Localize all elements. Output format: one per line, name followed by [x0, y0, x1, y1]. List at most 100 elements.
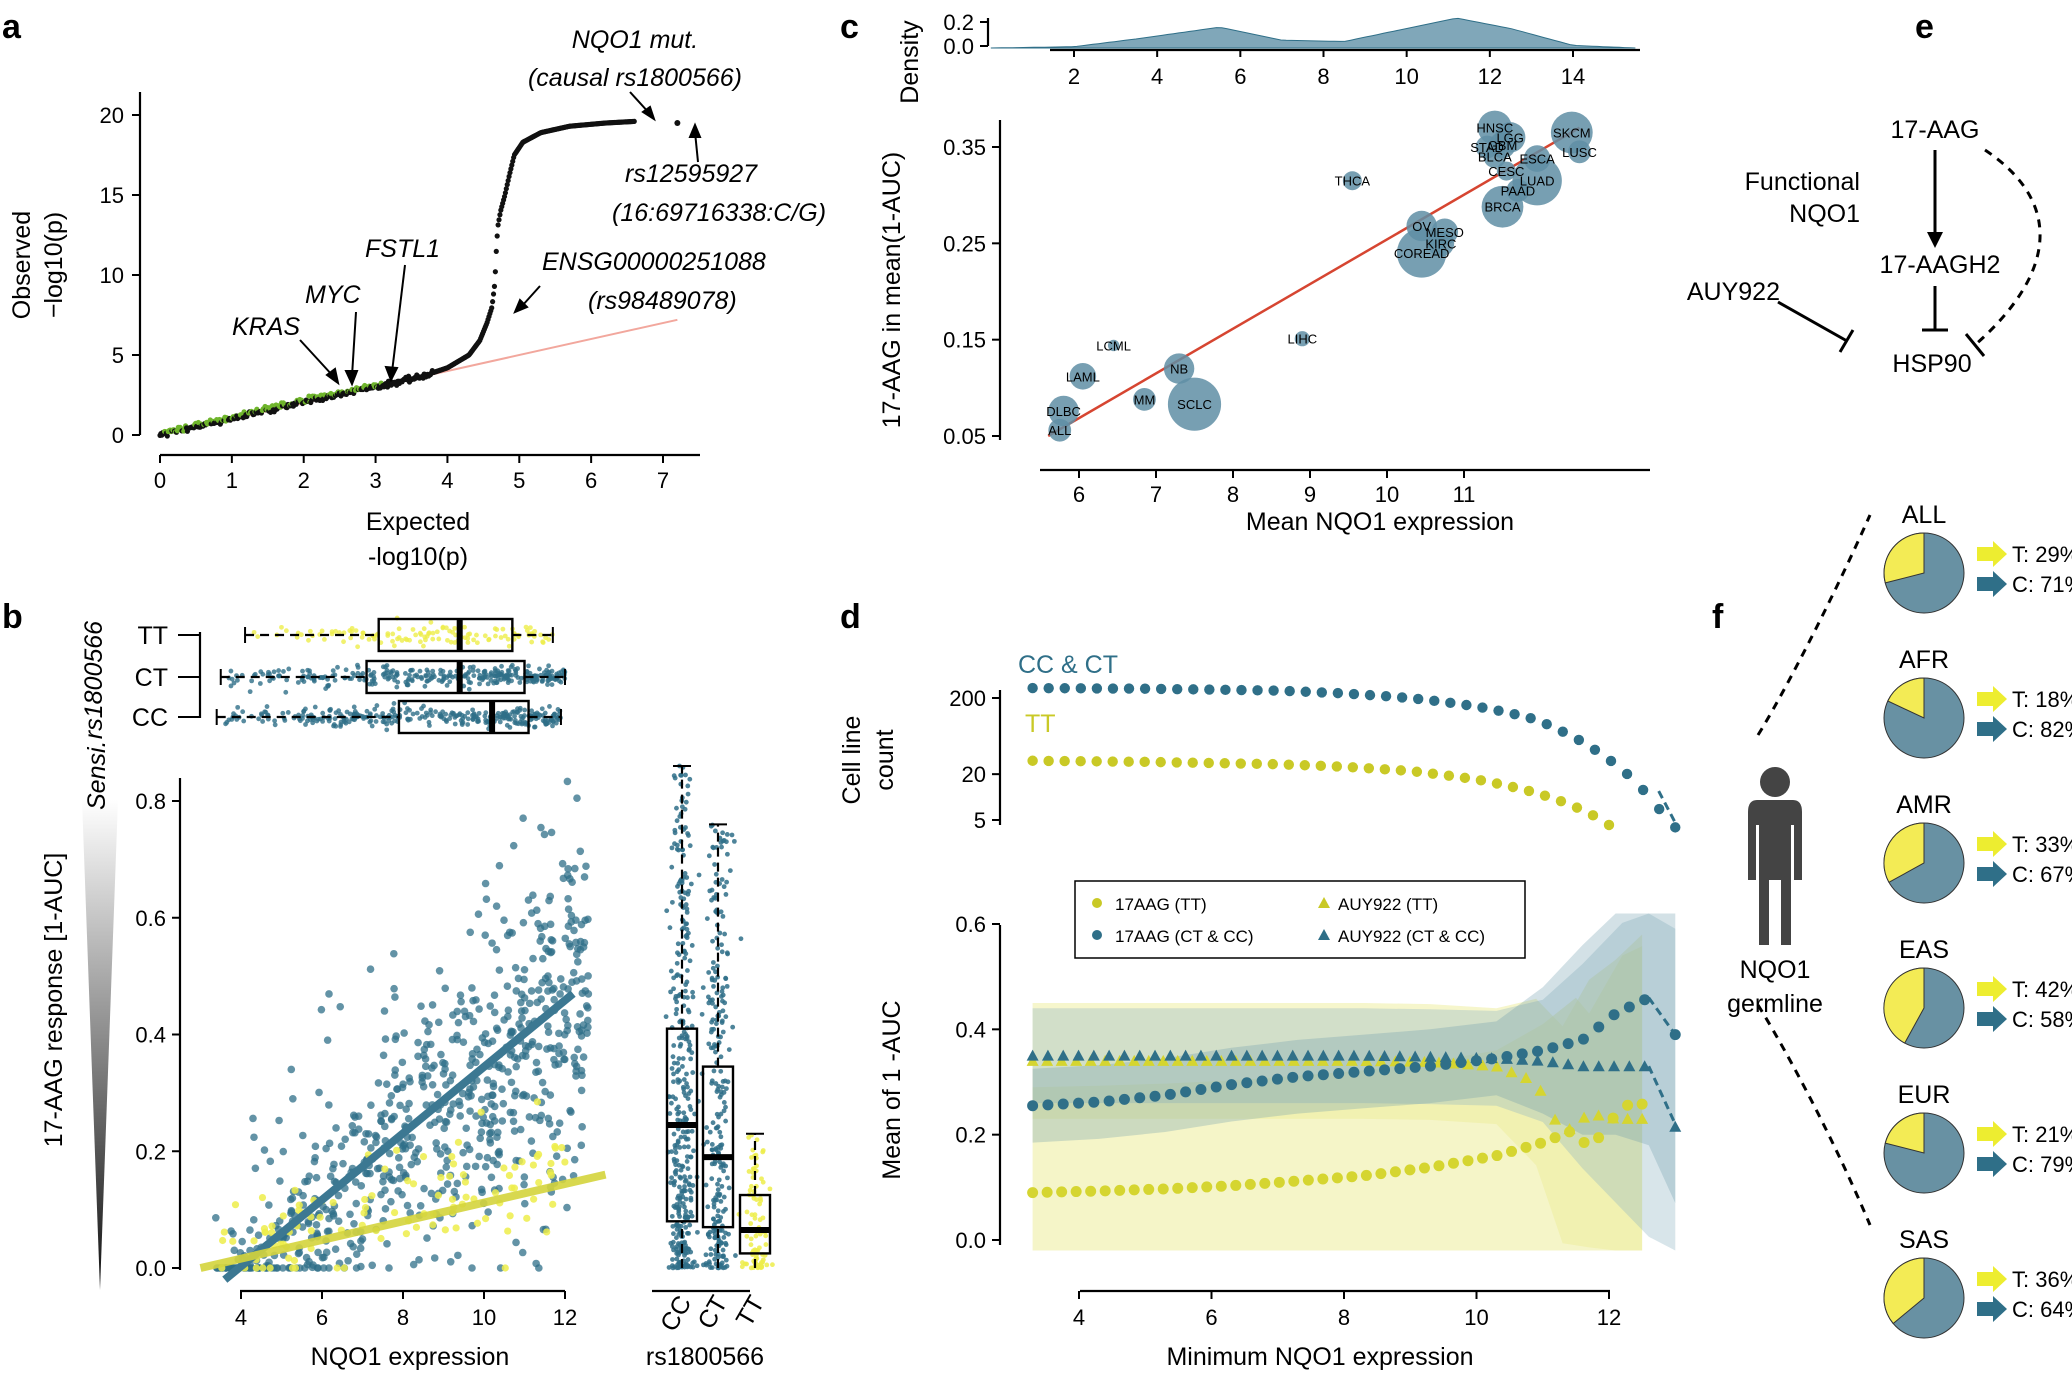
scatter-point-cc-ct — [577, 1086, 586, 1095]
legend-marker-17aag-ctcc — [1092, 930, 1102, 940]
auy-ctcc-point — [1194, 1049, 1207, 1061]
scatter-point-cc-ct — [287, 1209, 295, 1218]
17aag-tt-point — [1564, 1126, 1576, 1138]
17aag-ctcc-point — [1149, 1090, 1161, 1102]
side-box-point — [709, 1161, 715, 1167]
c-y-tick-label: 0.05 — [943, 424, 986, 449]
top-box-point — [462, 635, 468, 641]
cancer-point-laml — [1069, 362, 1097, 390]
17aag-tt-point — [1506, 1145, 1518, 1157]
17aag-tt-point — [1201, 1181, 1213, 1193]
scatter-point-tt — [543, 1228, 551, 1236]
side-box-point — [686, 833, 691, 838]
scatter-point-cc-ct — [565, 940, 574, 948]
scatter-point-cc-ct — [518, 1248, 527, 1257]
count-point-cc-ct — [1332, 687, 1344, 699]
side-box-point — [674, 846, 680, 852]
count-y-label: Cell line — [838, 716, 866, 805]
auy-tt-point — [1534, 1084, 1547, 1096]
side-box-point — [683, 825, 688, 830]
scatter-point-tt — [510, 1184, 519, 1192]
top-box-point — [452, 640, 458, 645]
scatter-point-cc-ct — [550, 984, 558, 993]
top-box-point — [424, 667, 430, 673]
top-box-point — [383, 664, 388, 670]
side-box-point — [724, 832, 730, 837]
side-box-point — [685, 1096, 691, 1102]
b-x-tick-label: 10 — [472, 1305, 496, 1330]
count-point-tt — [1107, 756, 1118, 767]
top-box-point — [412, 673, 418, 679]
scatter-point-cc-ct — [390, 949, 398, 958]
side-box-point — [677, 1184, 682, 1190]
side-box-point — [690, 1260, 696, 1266]
17aag-ctcc-point — [1363, 1065, 1375, 1077]
scatter-point-cc-ct — [368, 1261, 377, 1270]
top-box-point — [471, 637, 476, 643]
side-box-point — [674, 818, 680, 824]
scatter-point-cc-ct — [377, 1111, 385, 1119]
scatter-point-tt — [279, 1212, 287, 1220]
scatter-point-cc-ct — [556, 975, 565, 983]
side-box-point — [674, 1202, 680, 1207]
panel-e: e 17-AAG Functional NQO1 17-AAGH2 AUY922… — [1687, 8, 2042, 378]
top-box-point — [360, 713, 365, 719]
side-box-point — [680, 940, 686, 946]
scatter-point-cc-ct — [560, 1009, 569, 1017]
count-point-tt — [1347, 762, 1359, 773]
side-box-point — [671, 1079, 676, 1085]
scatter-point-cc-ct — [481, 1030, 490, 1038]
count-y-tick-label: 5 — [974, 808, 986, 833]
17aag-ctcc-point — [1379, 1064, 1391, 1076]
density-x-tick-label: 8 — [1317, 64, 1329, 89]
side-box-point — [713, 1125, 719, 1131]
side-box-point — [689, 1128, 695, 1134]
side-box-label-cc: CC — [655, 1291, 697, 1336]
side-box-point — [690, 1070, 696, 1075]
top-box-point — [359, 634, 365, 640]
side-box-point — [688, 1056, 694, 1062]
auy-tt-point — [1549, 1113, 1562, 1125]
scatter-point-cc-ct — [582, 1002, 591, 1010]
top-box-point — [474, 640, 480, 646]
scatter-point-cc-ct — [518, 1014, 526, 1022]
b-y-tick-label: 0.0 — [135, 1256, 166, 1281]
top-box-point — [538, 632, 544, 638]
scatter-point-cc-ct — [377, 1117, 385, 1126]
side-box-point — [688, 1088, 694, 1094]
top-box-point — [518, 675, 524, 681]
scatter-point-cc-ct — [275, 1116, 283, 1125]
scatter-point-cc-ct — [398, 1058, 407, 1067]
scatter-point-cc-ct — [468, 1264, 476, 1272]
side-box-point — [758, 1261, 764, 1267]
count-point-tt — [1075, 756, 1086, 767]
top-box-point — [336, 630, 342, 635]
side-box-point — [718, 1198, 724, 1204]
scatter-point-tt — [529, 1161, 538, 1169]
scatter-point-cc-ct — [260, 1146, 269, 1154]
scatter-point-cc-ct — [466, 1085, 474, 1093]
scatter-point-cc-ct — [512, 987, 521, 995]
scatter-point-cc-ct — [533, 998, 542, 1007]
top-box-point — [532, 724, 538, 730]
panel-label-a: a — [2, 8, 22, 46]
side-box-point — [676, 1104, 681, 1110]
scatter-point-cc-ct — [437, 1050, 445, 1059]
density-x-tick-label: 2 — [1068, 64, 1080, 89]
top-box-point — [228, 668, 234, 674]
side-box-point — [721, 1108, 727, 1114]
top-box-point — [353, 628, 359, 633]
scatter-point-cc-ct — [544, 947, 553, 956]
scatter-point-cc-ct — [254, 1231, 263, 1239]
count-point-cc-ct — [1300, 686, 1311, 697]
a-x-tick-label: 0 — [154, 468, 166, 493]
top-box-point — [540, 676, 546, 682]
top-box-point — [437, 711, 443, 717]
scatter-point-cc-ct — [464, 1093, 473, 1101]
side-box-point — [721, 1194, 727, 1200]
scatter-point-cc-ct — [390, 984, 398, 993]
side-box-point — [671, 1131, 677, 1137]
top-box-point — [553, 720, 559, 726]
side-box-point — [671, 975, 677, 981]
